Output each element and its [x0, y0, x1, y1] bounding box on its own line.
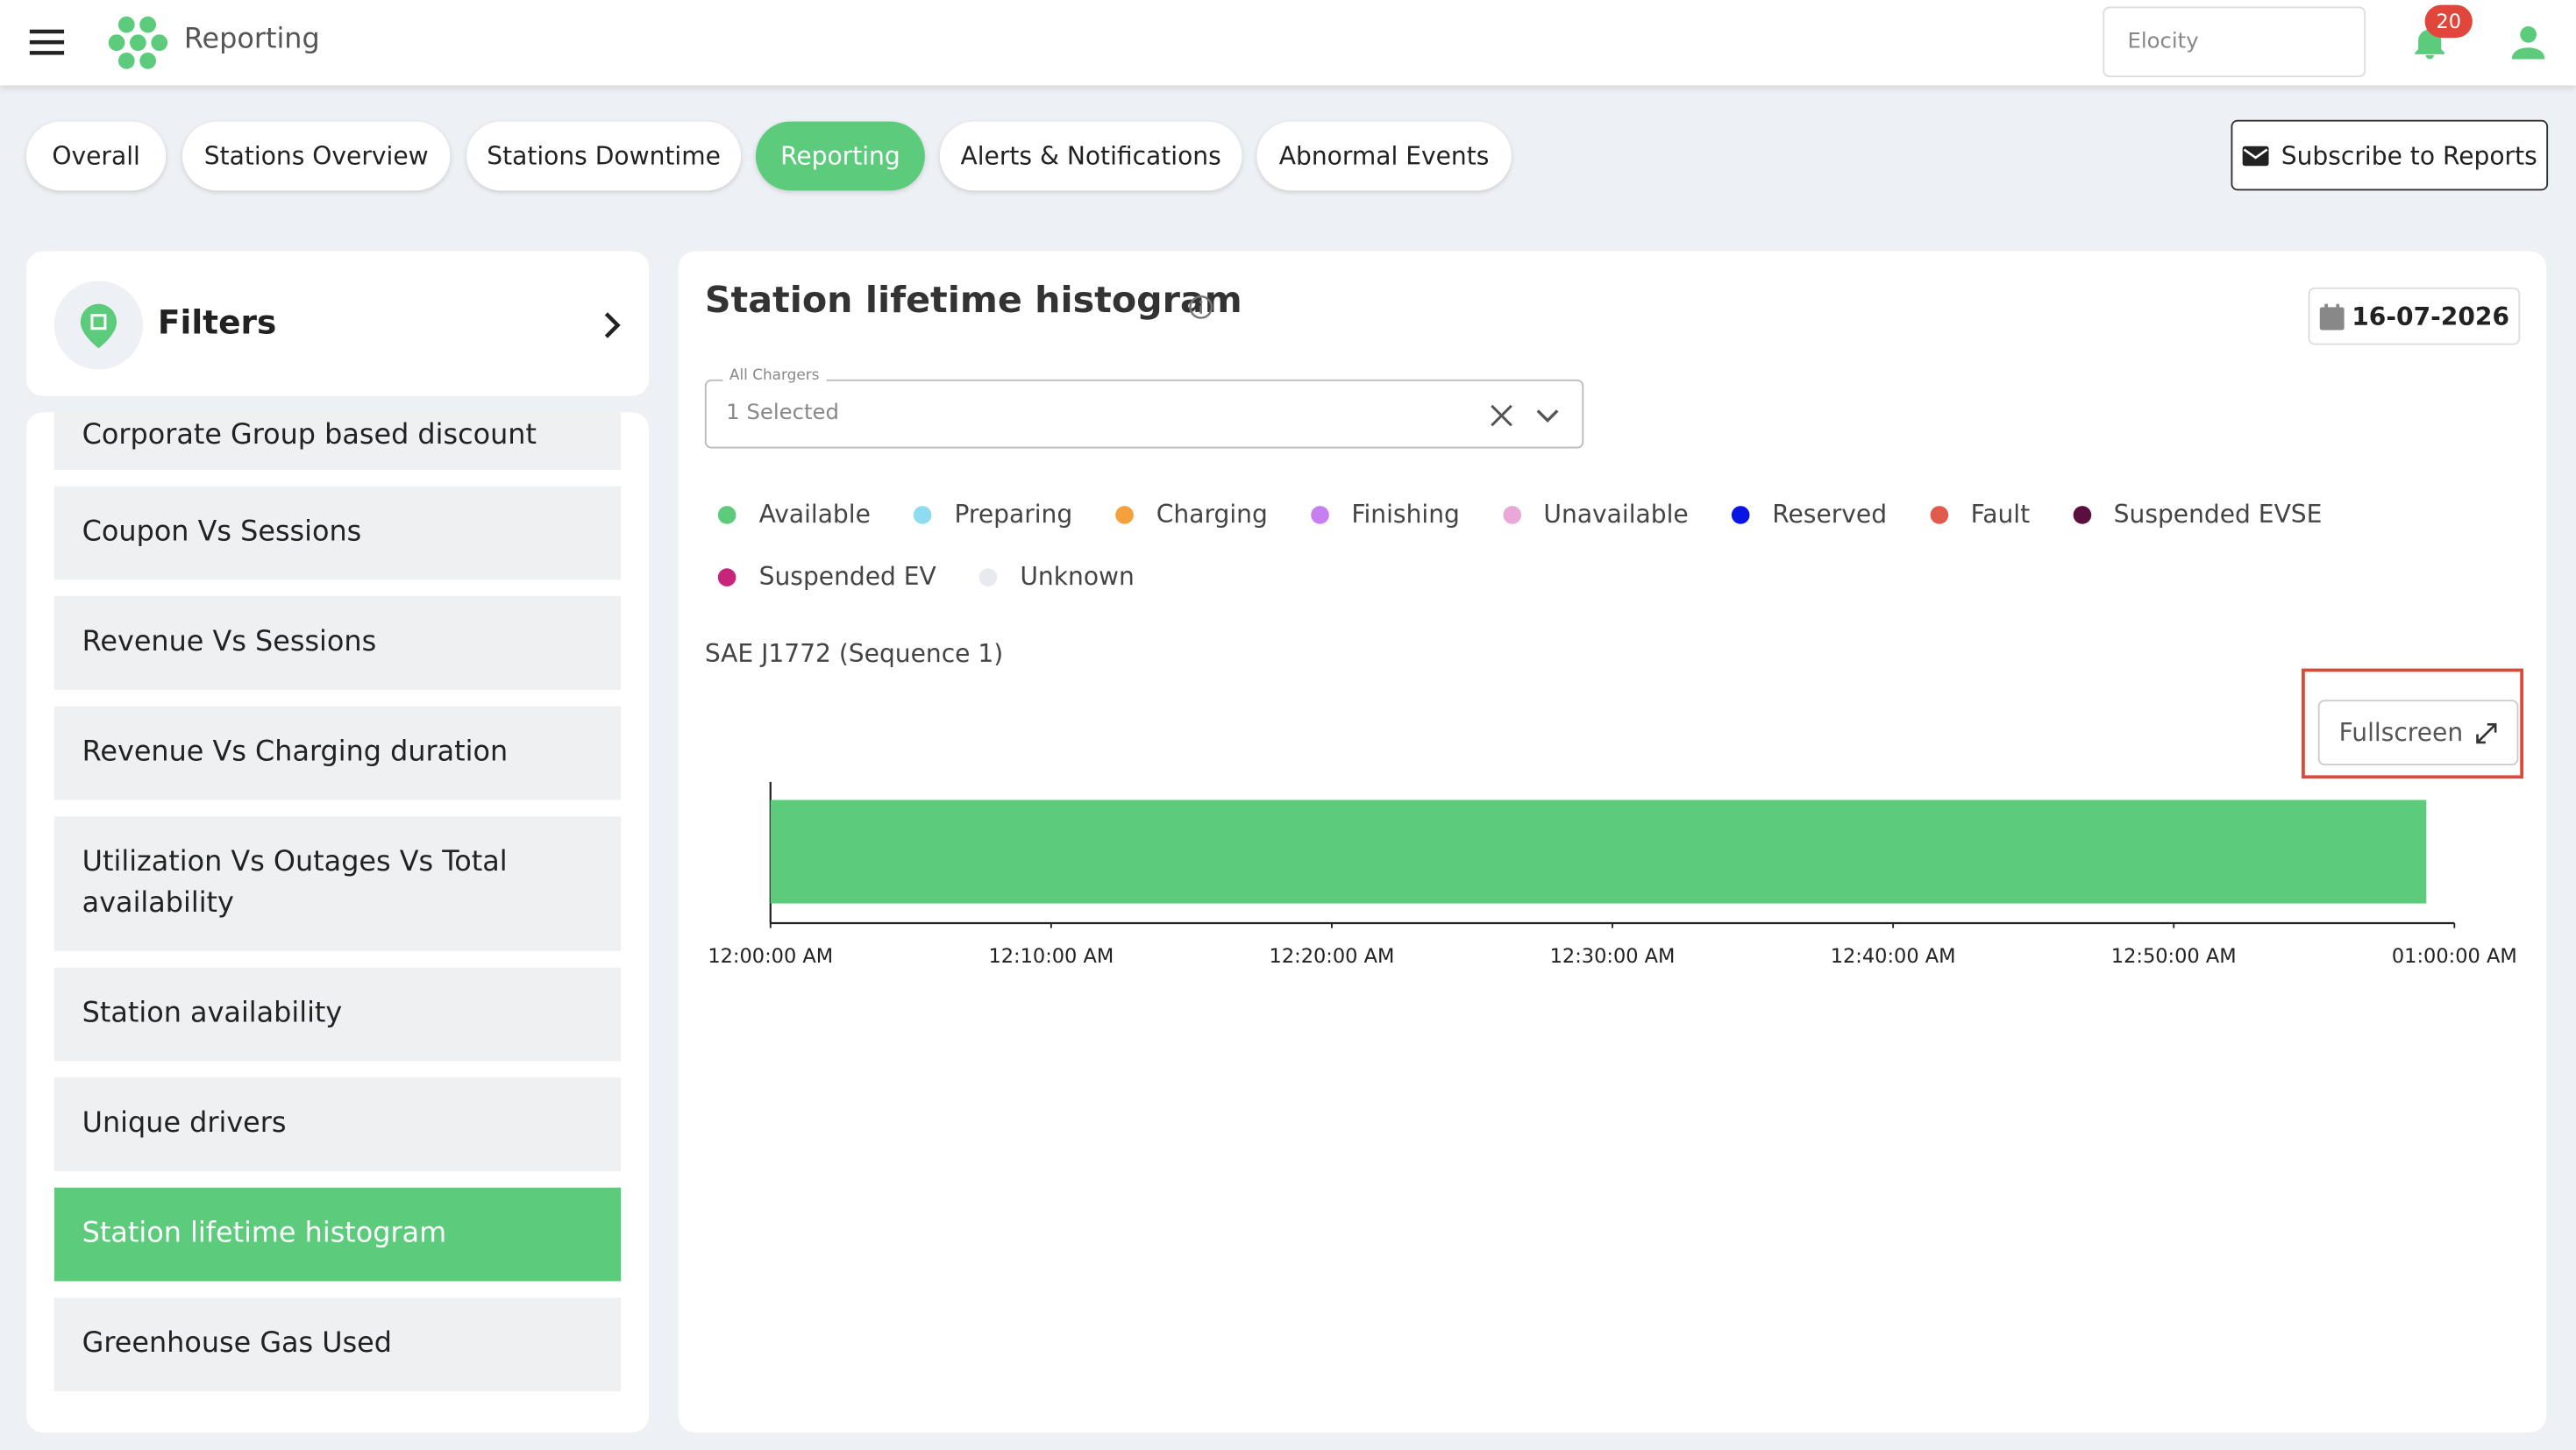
legend-swatch — [1731, 505, 1750, 523]
legend-label: Suspended EVSE — [2113, 499, 2323, 530]
highlight-box — [2302, 668, 2524, 779]
calendar-icon — [2318, 302, 2344, 330]
tab[interactable]: Reporting — [755, 121, 925, 191]
legend-swatch — [717, 567, 737, 586]
subscribe-label: Subscribe to Reports — [2281, 140, 2537, 170]
legend-label: Suspended EV — [758, 561, 936, 592]
tab[interactable]: Stations Downtime — [466, 121, 742, 191]
legend-label: Unknown — [1020, 561, 1135, 592]
legend-swatch — [978, 567, 998, 586]
legend-swatch — [1502, 505, 1521, 523]
menu-icon[interactable] — [29, 26, 66, 59]
report-item[interactable]: Unique drivers — [53, 1077, 622, 1171]
legend-label: Charging — [1156, 499, 1268, 530]
report-item[interactable]: Greenhouse Gas Used — [53, 1297, 622, 1392]
report-item[interactable]: Utilization Vs Outages Vs Total availabi… — [53, 816, 622, 951]
notification-badge: 20 — [2424, 4, 2473, 39]
legend-swatch — [1310, 505, 1329, 523]
subscribe-button[interactable]: Subscribe to Reports — [2231, 119, 2549, 191]
chart-subtitle: SAE J1772 (Sequence 1) — [704, 638, 1004, 669]
legend-label: Reserved — [1772, 499, 1888, 530]
report-list: Corporate Group based discount Coupon Vs … — [25, 412, 650, 1432]
legend-label: Fault — [1970, 499, 2031, 530]
legend-item[interactable]: Charging — [1114, 496, 1268, 532]
legend-label: Preparing — [954, 499, 1073, 530]
legend-item[interactable]: Unavailable — [1502, 496, 1689, 532]
tab[interactable]: Stations Overview — [181, 121, 451, 191]
legend-swatch — [2072, 505, 2091, 523]
legend-swatch — [1114, 505, 1134, 523]
report-item[interactable]: Station availability — [53, 967, 622, 1062]
tab[interactable]: Overall — [25, 121, 167, 191]
expand-icon — [2476, 722, 2497, 743]
legend-item[interactable]: Available — [717, 496, 871, 532]
filters-card[interactable]: Filters — [25, 251, 650, 396]
info-icon[interactable] — [1188, 294, 1214, 320]
fullscreen-label: Fullscreen — [2338, 717, 2464, 748]
date-value: 16-07-2026 — [2352, 301, 2510, 331]
legend-item[interactable]: Reserved — [1731, 496, 1887, 532]
legend-item[interactable]: Suspended EVSE — [2072, 496, 2323, 532]
top-bar: Reporting Elocity 20 — [0, 0, 2576, 86]
select-label: All Chargers — [722, 367, 826, 385]
report-item[interactable]: Revenue Vs Sessions — [53, 596, 622, 690]
legend-label: Finishing — [1351, 499, 1460, 530]
date-picker[interactable]: 16-07-2026 — [2308, 287, 2521, 345]
report-item[interactable]: Revenue Vs Charging duration — [53, 706, 622, 800]
legend-item[interactable]: Fault — [1929, 496, 2031, 532]
filters-title: Filters — [157, 302, 277, 342]
report-item[interactable]: Coupon Vs Sessions — [53, 486, 622, 580]
legend-item[interactable]: Unknown — [978, 558, 1135, 594]
legend-swatch — [1929, 505, 1948, 523]
legend-label: Available — [758, 499, 871, 530]
fullscreen-button[interactable]: Fullscreen — [2317, 700, 2519, 766]
chart-title: Station lifetime histogram — [704, 281, 1242, 323]
search-input[interactable]: Elocity — [2103, 6, 2366, 78]
report-item[interactable]: Corporate Group based discount — [53, 412, 622, 470]
app-title: Reporting — [183, 23, 320, 56]
report-item[interactable]: Station lifetime histogram — [53, 1187, 622, 1282]
mail-icon — [2241, 145, 2268, 166]
legend-item[interactable]: Finishing — [1310, 496, 1460, 532]
legend-item[interactable]: Preparing — [913, 496, 1073, 532]
chevron-right — [604, 312, 621, 338]
legend-swatch — [913, 505, 932, 523]
clear-icon[interactable] — [1489, 402, 1515, 429]
filter-icon — [53, 281, 144, 370]
legend-item[interactable]: Suspended EV — [717, 558, 936, 594]
tab[interactable]: Alerts & Notifications — [939, 121, 1242, 191]
logo — [108, 16, 168, 69]
select-value: 1 Selected — [726, 401, 840, 426]
legend-swatch — [717, 505, 737, 523]
user-icon[interactable] — [2508, 23, 2548, 62]
dropdown-icon[interactable] — [1534, 404, 1561, 427]
legend: Available Preparing Charging Finishing Unava… — [717, 496, 2328, 594]
legend-label: Unavailable — [1543, 499, 1689, 530]
tab[interactable]: Abnormal Events — [1256, 121, 1512, 191]
charger-select[interactable]: All Chargers 1 Selected — [704, 367, 1584, 449]
